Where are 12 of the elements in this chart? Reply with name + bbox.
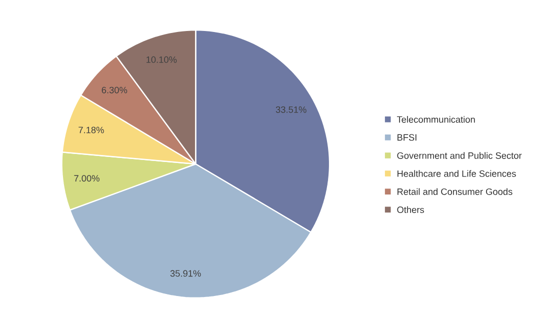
data-label: 33.51% — [276, 106, 306, 113]
data-label: 10.10% — [146, 56, 177, 63]
legend-label: BFSI — [398, 134, 416, 141]
legend-label: Government and Public Sector — [397, 152, 522, 159]
data-label: 6.30% — [102, 86, 128, 94]
data-label: 7.18% — [78, 126, 104, 134]
data-label: 7.00% — [74, 175, 100, 182]
data-label: 35.91% — [170, 270, 201, 277]
legend-label: Telecommunication — [396, 116, 475, 123]
legend-label: Others — [397, 206, 424, 213]
legend-label: Healthcare and Life Sciences — [398, 170, 516, 177]
legend-label: Retail and Consumer Goods — [398, 188, 512, 195]
